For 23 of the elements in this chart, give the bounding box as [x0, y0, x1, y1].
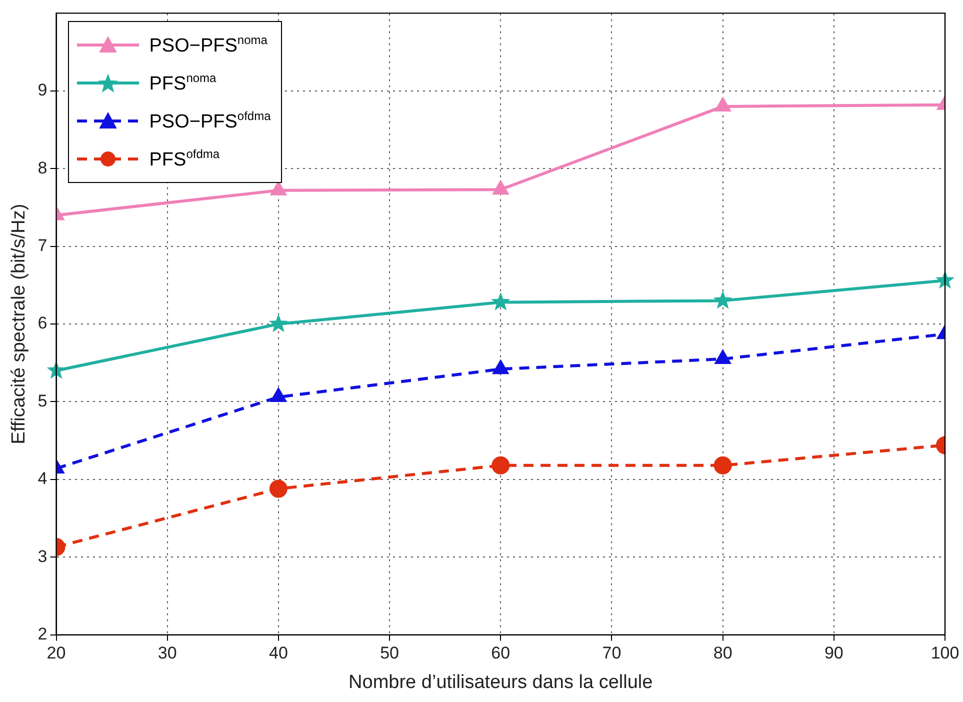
y-tick-label: 6: [38, 314, 48, 333]
x-tick-label: 70: [602, 644, 622, 663]
x-axis-title: Nombre d’utilisateurs dans la cellule: [348, 672, 653, 693]
y-tick-label: 7: [38, 236, 48, 255]
y-tick-label: 3: [38, 546, 48, 566]
x-tick-label: 80: [713, 644, 732, 663]
legend-label: PFS$^{noma}$: [149, 71, 216, 96]
legend-label: PSO−PFS$^{noma}$: [149, 33, 268, 58]
y-tick-label: 9: [38, 80, 48, 100]
x-tick-label: 50: [380, 644, 399, 663]
legend-label: PSO−PFS$^{ofdma}$: [149, 109, 271, 134]
y-tick-label: 2: [38, 624, 48, 644]
x-tick-label: 30: [158, 644, 177, 663]
x-tick-label: 40: [268, 644, 288, 663]
x-tick-label: 60: [491, 644, 510, 663]
y-tick-label: 4: [38, 469, 48, 488]
legend-label: PFS$^{ofdma}$: [149, 147, 220, 172]
x-tick-label: 20: [46, 644, 66, 663]
x-tick-label: 90: [824, 644, 844, 663]
y-tick-label: 8: [38, 158, 48, 178]
y-axis-title: Efficacité spectrale (bit/s/Hz): [8, 204, 30, 444]
x-tick-label: 100: [930, 644, 960, 663]
y-tick-label: 5: [38, 391, 48, 410]
